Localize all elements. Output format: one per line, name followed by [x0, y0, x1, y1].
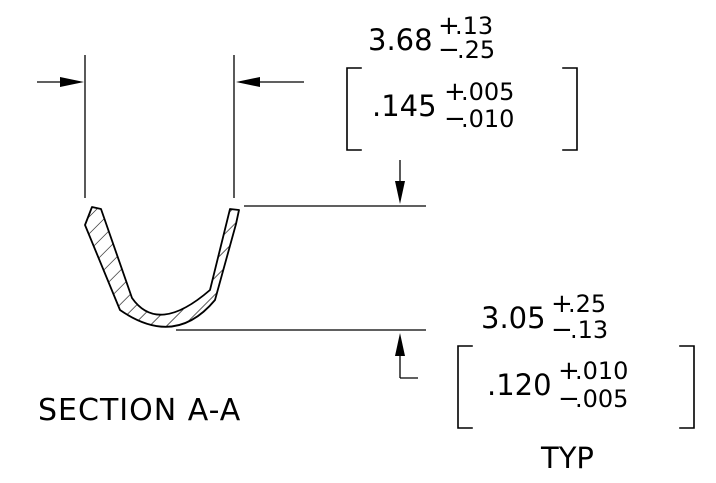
width-arrow-right [236, 77, 304, 87]
depth-metric-dim: 3.05 + .25 − .13 [481, 289, 608, 345]
bracket-left-lower [457, 345, 473, 429]
depth-imperial-plus-value: .010 [575, 357, 628, 385]
width-arrow-left [37, 77, 84, 87]
depth-imperial-minus-value: .005 [575, 385, 628, 413]
depth-metric-plus-sign: + [551, 289, 573, 319]
depth-arrow-bottom [395, 333, 418, 379]
bracket-left [346, 67, 362, 151]
width-metric-minus-value: .25 [457, 36, 495, 64]
width-imperial-nominal: .145 [372, 89, 437, 123]
width-imperial-dim: .145 + .005 − .010 [346, 67, 578, 151]
width-imperial-minus-value: .010 [461, 105, 514, 133]
width-metric-plus-sign: + [438, 11, 460, 41]
width-imperial-plus-sign: + [444, 77, 466, 107]
width-metric-nominal: 3.68 [368, 23, 433, 57]
bracket-right-lower [679, 345, 695, 429]
depth-imperial-minus-sign: − [558, 384, 580, 414]
width-imperial-minus-sign: − [444, 104, 466, 134]
section-caption: SECTION A-A [38, 393, 241, 428]
depth-metric-nominal: 3.05 [481, 301, 546, 335]
typ-note: TYP [540, 441, 594, 475]
width-metric-plus-value: .13 [455, 12, 493, 40]
bracket-right [562, 67, 578, 151]
depth-imperial-nominal: .120 [487, 368, 552, 402]
depth-metric-plus-value: .25 [568, 290, 606, 318]
u-profile-hatch [84, 206, 240, 328]
width-metric-dim: 3.68 + .13 − .25 [368, 11, 495, 65]
depth-imperial-plus-sign: + [558, 356, 580, 386]
width-metric-minus-sign: − [438, 35, 460, 65]
depth-arrow-top [395, 160, 405, 204]
depth-metric-minus-value: .13 [570, 316, 608, 344]
depth-metric-minus-sign: − [551, 315, 573, 345]
width-imperial-plus-value: .005 [461, 78, 514, 106]
u-profile [84, 206, 240, 328]
depth-imperial-dim: .120 + .010 − .005 TYP [457, 345, 695, 475]
